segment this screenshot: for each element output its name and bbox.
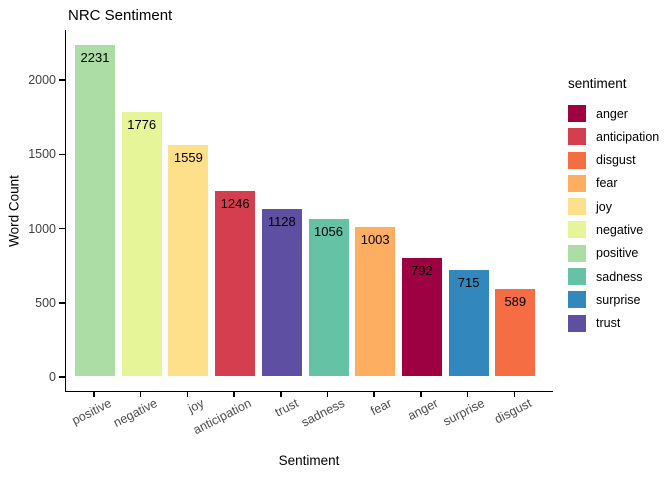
x-tick-label: joy: [186, 396, 207, 416]
plot-panel: 2231 1776 1559 1246 1128 1056 1003 792 715 589: [65, 30, 553, 392]
bar-anticipation: 1246: [215, 190, 256, 376]
legend-swatch: [568, 198, 586, 216]
x-axis-title: Sentiment: [278, 453, 340, 468]
legend-item-label: surprise: [596, 292, 641, 307]
bar-fear: 1003: [355, 227, 396, 376]
legend-items: anger anticipation disgust fear joy negative p…: [568, 105, 659, 332]
legend-item-label: sadness: [596, 269, 643, 284]
y-tick-label: 1000: [28, 221, 56, 236]
legend-title: sentiment: [568, 76, 627, 91]
x-tick-mark: [373, 392, 375, 397]
legend-item-label: negative: [596, 222, 644, 237]
x-tick-mark: [93, 392, 95, 397]
x-tick-mark: [233, 392, 235, 397]
legend-item-label: anticipation: [596, 129, 660, 144]
legend-item-fear: fear: [568, 174, 659, 192]
bar-sadness: 1056: [308, 219, 349, 376]
x-tick-label: sadness: [299, 396, 347, 430]
y-tick-label: 2000: [28, 73, 56, 87]
legend-swatch: [568, 291, 586, 309]
y-tick-mark: [59, 153, 65, 155]
x-tick-label: trust: [272, 396, 301, 420]
legend-item-label: fear: [596, 176, 618, 191]
bar-value-label: 1128: [267, 213, 296, 229]
legend-swatch: [568, 244, 586, 262]
legend-item-negative: negative: [568, 221, 659, 239]
bar-positive: 2231: [75, 44, 115, 376]
bar-value-label: 1246: [220, 195, 250, 211]
bar-value-label: 589: [504, 293, 527, 309]
y-tick-label: 500: [35, 295, 56, 310]
x-tick-mark: [139, 392, 142, 397]
bar-value-label: 792: [411, 263, 433, 279]
x-tick-mark: [466, 392, 469, 397]
chart-title: NRC Sentiment: [68, 7, 173, 24]
bar-value-label: 1003: [360, 232, 390, 248]
x-tick-label: disgust: [492, 396, 534, 427]
legend-item-label: joy: [596, 199, 612, 214]
bar-value-label: 2231: [80, 49, 110, 65]
legend-swatch: [568, 268, 586, 286]
y-tick-mark: [59, 376, 65, 378]
y-tick-label: 0: [49, 370, 56, 384]
legend-item-label: disgust: [596, 153, 636, 168]
y-tick-label: 1500: [28, 147, 56, 162]
x-tick-mark: [326, 392, 329, 397]
y-tick-mark: [59, 227, 65, 230]
bar-disgust: 589: [495, 288, 536, 376]
x-tick-mark: [186, 392, 189, 397]
x-tick-label: surprise: [440, 396, 487, 429]
legend-item-positive: positive: [568, 244, 659, 262]
legend-item-trust: trust: [568, 314, 659, 332]
bar-anger: 792: [401, 258, 442, 376]
y-tick-mark: [59, 302, 65, 304]
legend-swatch: [568, 221, 586, 239]
legend-swatch: [568, 174, 586, 192]
legend-item-label: trust: [596, 316, 621, 331]
bar-trust: 1128: [261, 208, 302, 376]
bar-value-label: 715: [457, 274, 480, 290]
legend-item-disgust: disgust: [568, 151, 659, 169]
x-tick-label: fear: [368, 396, 394, 419]
legend-swatch: [568, 151, 586, 169]
legend-swatch: [568, 128, 586, 146]
legend-item-anger: anger: [568, 105, 659, 122]
bar-negative: 1776: [121, 112, 162, 376]
y-tick-mark: [59, 79, 65, 81]
x-tick-label: negative: [111, 396, 161, 430]
x-tick-mark: [280, 392, 282, 397]
bar-value-label: 1559: [173, 149, 203, 165]
x-tick-mark: [513, 392, 516, 397]
bar-joy: 1559: [168, 144, 209, 376]
legend: sentiment anger anticipation disgust fear jo…: [568, 76, 659, 338]
legend-item-label: positive: [596, 246, 639, 261]
bar-surprise: 715: [448, 269, 489, 376]
bar-value-label: 1776: [127, 117, 157, 133]
legend-item-surprise: surprise: [568, 291, 659, 309]
legend-item-label: anger: [596, 106, 628, 121]
x-tick-mark: [420, 392, 422, 397]
legend-swatch: [568, 314, 586, 332]
bar-value-label: 1056: [314, 224, 343, 240]
x-tick-label: positive: [69, 396, 114, 428]
legend-item-sadness: sadness: [568, 268, 659, 286]
legend-swatch: [568, 105, 586, 122]
x-tick-label: anger: [405, 396, 441, 423]
legend-item-joy: joy: [568, 198, 659, 216]
legend-item-anticipation: anticipation: [568, 128, 660, 146]
